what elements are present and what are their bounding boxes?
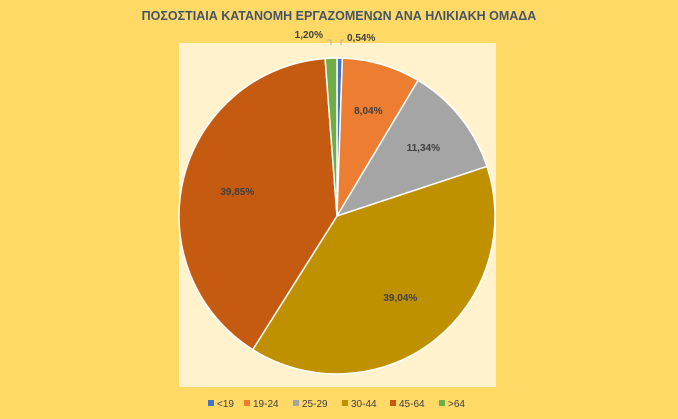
legend-swatch-25-29: [293, 400, 299, 406]
legend-label-25-29: 25-29: [302, 399, 328, 410]
pie-slice-25-29: [335, 79, 488, 218]
data-label-19-24: 8,04%: [354, 106, 382, 117]
data-label-25-29: 11,34%: [407, 143, 440, 154]
pie-slice-gt-64: [324, 57, 338, 217]
legend-swatch-gt-64: [439, 400, 445, 406]
data-label-gt-64: 1,20%: [295, 30, 323, 41]
legend-label-30-44: 30-44: [351, 399, 377, 410]
leader-line-gt-64: [327, 39, 332, 45]
legend-swatch-19-24: [244, 400, 250, 406]
legend: <19 19-24 25-29 30-44 45-64 >64: [208, 399, 465, 410]
data-label-lt-19: 0,54%: [347, 33, 375, 44]
legend-label-lt-19: <19: [217, 399, 234, 410]
data-labels: 0,54% 8,04% 11,34% 39,04% 39,85% 1,20%: [220, 30, 440, 304]
legend-swatch-lt-19: [208, 400, 214, 406]
legend-label-gt-64: >64: [448, 399, 465, 410]
chart-title: ΠΟΣΟΣΤΙΑΙΑ ΚΑΤΑΝΟΜΗ ΕΡΓΑΖΟΜΕΝΩΝ ΑΝΑ ΗΛΙΚ…: [142, 9, 537, 23]
pie-slice-30-44: [251, 165, 496, 375]
leader-lines: [327, 39, 344, 45]
legend-label-19-24: 19-24: [253, 399, 279, 410]
data-label-45-64: 39,85%: [220, 187, 254, 198]
leader-line-lt-19: [340, 39, 344, 45]
pie-slice-45-64: [178, 57, 338, 351]
legend-label-45-64: 45-64: [399, 399, 425, 410]
legend-swatch-45-64: [390, 400, 396, 406]
data-label-30-44: 39,04%: [383, 293, 417, 304]
legend-swatch-30-44: [342, 400, 348, 406]
pie-slices: [178, 57, 496, 375]
